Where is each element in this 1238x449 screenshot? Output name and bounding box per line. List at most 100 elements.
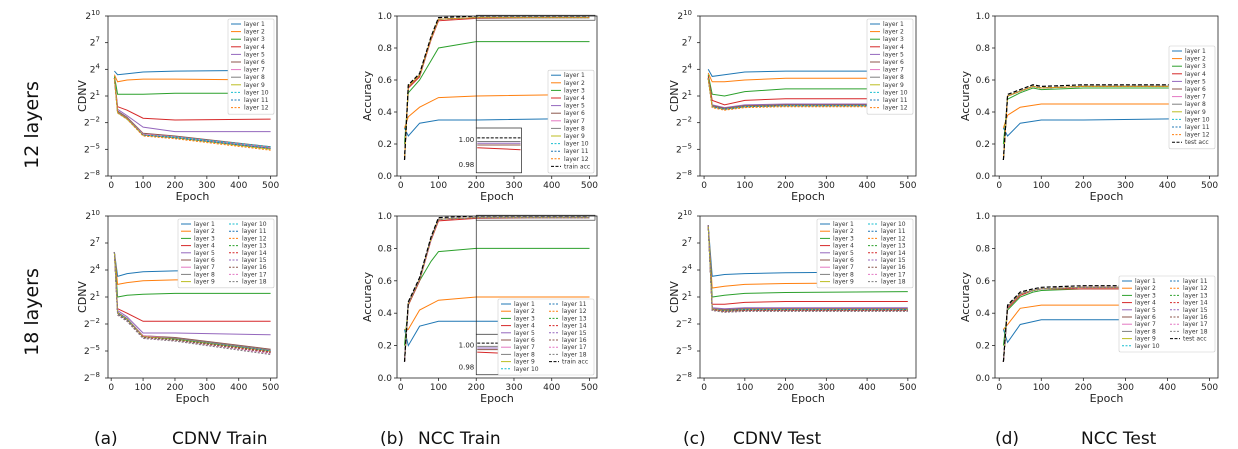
x-tick-label: 0 [701,181,707,191]
x-tick-label: 400 [1159,383,1176,393]
x-tick-label: 200 [1075,383,1092,393]
caption-d-text: NCC Test [1081,429,1157,449]
legend-label: layer 9 [194,279,215,286]
legend-label: layer 14 [881,250,906,257]
legend-label: layer 5 [833,250,854,257]
y-tick-label: 0.4 [976,309,991,319]
series-line-test-acc [1002,285,1210,362]
legend-label: layer 9 [564,133,585,140]
legend-label: layer 5 [194,250,215,257]
x-tick-label: 100 [1033,383,1050,393]
legend-label: layer 8 [1135,328,1156,335]
legend-label: layer 9 [1185,109,1206,116]
x-axis-label: Epoch [791,190,825,203]
y-tick-label: 0.0 [378,374,393,384]
x-tick-label: 100 [736,181,753,191]
x-tick-label: 300 [1117,383,1134,393]
legend-label: layer 3 [194,235,215,242]
legend-label: layer 12 [883,105,908,112]
inset-tick-label: 1.00 [459,341,475,349]
inset-frame [475,127,522,174]
legend-label: layer 16 [562,337,587,344]
series-line-layer-2 [404,93,590,129]
chart-b-18: 0 100 200 300 400 500 0.0 0.2 0.4 0.6 0.8 1.0 Epoch A… [361,212,598,405]
legend-label: layer 15 [1183,307,1208,314]
legend-label: layer 18 [242,279,267,286]
y-tick-label: 24 [682,263,693,276]
legend-label: layer 10 [564,141,589,148]
row-label-18: 18 layers [21,268,43,356]
legend-label: layer 11 [244,97,269,104]
series-line-layer-2 [113,74,271,83]
y-tick-label: 2−5 [84,344,100,357]
legend-label: layer 4 [1135,300,1156,307]
legend-label: layer 5 [1185,78,1206,85]
legend-label: layer 3 [833,235,854,242]
x-tick-label: 100 [134,181,151,191]
y-tick-label: 2−8 [676,371,692,384]
caption-b-letter: (b) [380,429,404,449]
y-tick-label: 210 [85,209,100,222]
x-tick-label: 500 [1201,383,1218,393]
y-tick-label: 21 [90,89,100,102]
y-tick-label: 0.6 [378,76,393,86]
legend-label: layer 1 [194,221,215,228]
legend-label: layer 2 [244,29,265,36]
legend-label: layer 11 [562,301,587,308]
legend-box [816,218,914,289]
x-tick-label: 500 [262,383,279,393]
y-tick-label: 1.0 [378,212,393,222]
legend-label: layer 1 [833,221,854,228]
series-line-layer-1 [404,117,590,137]
legend-label: layer 4 [1185,71,1206,78]
y-tick-label: 21 [90,290,100,303]
y-axis-label: Accuracy [959,271,972,322]
x-tick-label: 300 [818,181,835,191]
legend-label: layer 7 [833,264,854,271]
y-tick-label: 0.0 [976,172,991,182]
x-axis-label: Epoch [176,190,210,203]
y-axis-label: CDNV [76,80,89,112]
y-tick-label: 0.0 [378,172,393,182]
y-tick-label: 27 [90,236,100,249]
legend-label: layer 8 [883,74,904,81]
chart-a-18: 0 100 200 300 400 500 210 27 24 21 2−2 2−5 2−8 Epoch C… [76,209,279,405]
y-tick-label: 210 [677,9,692,22]
series-group [707,69,908,111]
y-tick-label: 0.2 [976,140,990,150]
legend-label: layer 5 [564,103,585,110]
y-tick-label: 0.4 [976,108,991,118]
y-tick-label: 210 [85,9,100,22]
y-tick-label: 27 [682,236,692,249]
legend-label: layer 7 [194,264,215,271]
legend-label: layer 12 [1185,132,1210,139]
legend-label: train acc [562,359,588,366]
y-tick-label: 2−5 [676,142,692,155]
legend-label: layer 18 [562,351,587,358]
y-axis-label: CDNV [76,281,89,313]
legend-label: layer 15 [562,330,587,337]
legend-label: layer 8 [564,125,585,132]
series-line-layer-1 [707,69,908,77]
x-tick-label: 0 [108,383,114,393]
legend-label: layer 4 [564,95,585,102]
legend-label: layer 10 [1185,116,1210,123]
caption-d-letter: (d) [995,429,1019,449]
x-tick-label: 400 [230,383,247,393]
legend-label: layer 12 [1183,285,1208,292]
x-tick-label: 200 [777,383,794,393]
y-tick-label: 0.2 [378,342,392,352]
x-tick-label: 300 [198,181,215,191]
x-tick-label: 0 [701,383,707,393]
legend-box [1118,275,1216,353]
legend-label: layer 8 [194,271,215,278]
legend-label: layer 1 [564,72,585,79]
legend-label: layer 9 [833,279,854,286]
row-label-12: 12 layers [21,81,43,169]
x-tick-label: 400 [1159,181,1176,191]
legend-label: layer 11 [1185,124,1210,131]
caption-a-letter: (a) [94,429,118,449]
legend-label: layer 12 [562,308,587,315]
legend-label: layer 12 [244,105,269,112]
